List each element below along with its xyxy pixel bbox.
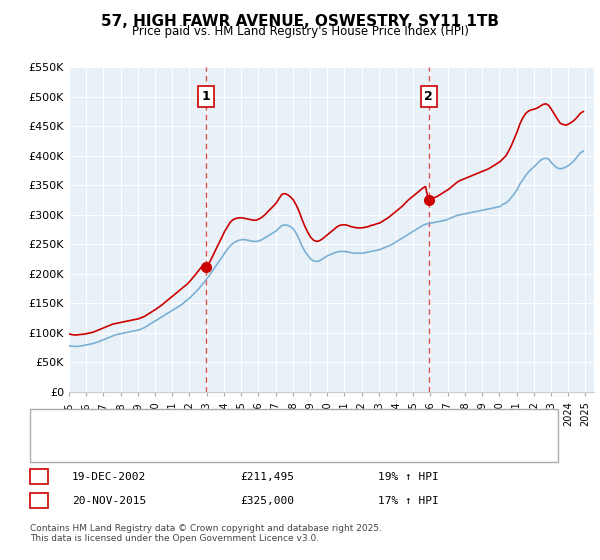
Text: 1: 1 [202,90,211,103]
Text: 17% ↑ HPI: 17% ↑ HPI [378,496,439,506]
Text: 2: 2 [35,496,43,506]
Text: 1: 1 [35,472,43,482]
Text: 2: 2 [424,90,433,103]
Text: Contains HM Land Registry data © Crown copyright and database right 2025.
This d: Contains HM Land Registry data © Crown c… [30,524,382,543]
Text: Price paid vs. HM Land Registry's House Price Index (HPI): Price paid vs. HM Land Registry's House … [131,25,469,38]
Text: £211,495: £211,495 [240,472,294,482]
Text: 57, HIGH FAWR AVENUE, OSWESTRY, SY11 1TB (detached house): 57, HIGH FAWR AVENUE, OSWESTRY, SY11 1TB… [81,419,419,429]
Text: HPI: Average price, detached house, Shropshire: HPI: Average price, detached house, Shro… [81,443,330,453]
Text: 20-NOV-2015: 20-NOV-2015 [72,496,146,506]
Text: 19-DEC-2002: 19-DEC-2002 [72,472,146,482]
Text: 57, HIGH FAWR AVENUE, OSWESTRY, SY11 1TB: 57, HIGH FAWR AVENUE, OSWESTRY, SY11 1TB [101,14,499,29]
Text: £325,000: £325,000 [240,496,294,506]
Text: 19% ↑ HPI: 19% ↑ HPI [378,472,439,482]
